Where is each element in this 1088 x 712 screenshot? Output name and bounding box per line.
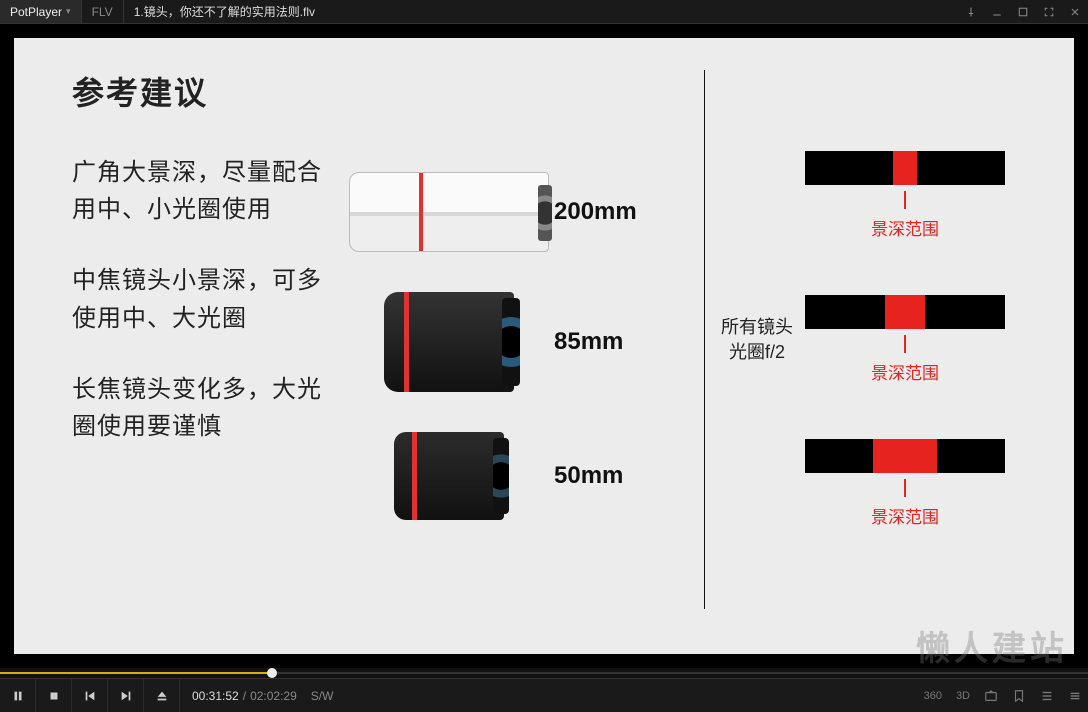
eject-button[interactable] <box>144 679 180 712</box>
lens-row: 200mm <box>344 172 664 252</box>
dof-bar <box>805 295 1005 329</box>
dof-pointer-icon <box>904 191 906 209</box>
dof-label: 景深范围 <box>871 215 939 240</box>
maximize-icon[interactable] <box>1010 0 1036 23</box>
playlist-icon[interactable] <box>1040 689 1054 703</box>
video-area[interactable]: 参考建议 广角大景深，尽量配合用中、小光圈使用 中焦镜头小景深，可多使用中、大光… <box>0 24 1088 668</box>
lens-label: 50mm <box>554 462 623 490</box>
dof-bars: 景深范围 景深范围 景深范围 <box>805 151 1005 528</box>
format-label: FLV <box>92 5 113 19</box>
close-icon[interactable] <box>1062 0 1088 23</box>
stop-button[interactable] <box>36 679 72 712</box>
controls-right: 360 3D <box>924 679 1082 712</box>
dof-bar <box>805 151 1005 185</box>
time-display: 00:31:52 / 02:02:29 S/W <box>180 689 345 703</box>
bookmark-icon[interactable] <box>1012 689 1026 703</box>
dof-pointer-icon <box>904 335 906 353</box>
pin-icon[interactable] <box>958 0 984 23</box>
format-badge: FLV <box>82 0 124 23</box>
dof-bar <box>805 439 1005 473</box>
dof-pointer-icon <box>904 479 906 497</box>
slide-paragraph: 长焦镜头变化多，大光圈使用要谨慎 <box>72 371 344 445</box>
titlebar: PotPlayer ▾ FLV 1.镜头，你还不了解的实用法则.flv <box>0 0 1088 24</box>
next-button[interactable] <box>108 679 144 712</box>
dof-side-text: 所有镜头 光圈f/2 <box>717 314 797 364</box>
dof-item: 景深范围 <box>805 439 1005 528</box>
vr360-button[interactable]: 360 <box>924 690 942 702</box>
pause-button[interactable] <box>0 679 36 712</box>
lens-image-50mm <box>344 432 554 520</box>
lens-label: 200mm <box>554 198 637 226</box>
menu-icon[interactable] <box>1068 689 1082 703</box>
capture-icon[interactable] <box>984 689 998 703</box>
lens-column: 200mm 85mm 50mm <box>344 38 664 654</box>
dof-label: 景深范围 <box>871 359 939 384</box>
minimize-icon[interactable] <box>984 0 1010 23</box>
file-title: 1.镜头，你还不了解的实用法则.flv <box>124 3 958 20</box>
control-bar: 00:31:52 / 02:02:29 S/W 360 3D <box>0 678 1088 712</box>
dof-column: 所有镜头 光圈f/2 景深范围 景深范围 景深范围 <box>704 70 1019 609</box>
duration: 02:02:29 <box>250 689 297 703</box>
chevron-down-icon: ▾ <box>66 6 71 17</box>
dof-side-line: 所有镜头 <box>721 316 793 336</box>
lens-row: 85mm <box>344 292 664 392</box>
dof-item: 景深范围 <box>805 151 1005 240</box>
3d-button[interactable]: 3D <box>956 690 970 702</box>
slide-paragraph: 中焦镜头小景深，可多使用中、大光圈 <box>72 262 344 336</box>
slide-heading: 参考建议 <box>72 68 344 114</box>
fullscreen-icon[interactable] <box>1036 0 1062 23</box>
lens-row: 50mm <box>344 432 664 520</box>
window-controls <box>958 0 1088 23</box>
time-separator: / <box>243 689 246 703</box>
lens-image-85mm <box>344 292 554 392</box>
render-mode: S/W <box>311 689 334 703</box>
app-menu-button[interactable]: PotPlayer ▾ <box>0 0 82 23</box>
dof-side-line: 光圈f/2 <box>729 342 785 362</box>
lens-image-200mm <box>344 172 554 252</box>
current-time: 00:31:52 <box>192 689 239 703</box>
video-frame: 参考建议 广角大景深，尽量配合用中、小光圈使用 中焦镜头小景深，可多使用中、大光… <box>14 38 1074 654</box>
dof-item: 景深范围 <box>805 295 1005 384</box>
controls-left <box>0 679 180 712</box>
dof-label: 景深范围 <box>871 503 939 528</box>
progress-bar[interactable] <box>0 668 1088 678</box>
slide-paragraph: 广角大景深，尽量配合用中、小光圈使用 <box>72 154 344 228</box>
progress-handle[interactable] <box>267 668 277 678</box>
app-name: PotPlayer <box>10 5 62 19</box>
slide-text-column: 参考建议 广角大景深，尽量配合用中、小光圈使用 中焦镜头小景深，可多使用中、大光… <box>14 38 344 654</box>
lens-label: 85mm <box>554 328 623 356</box>
previous-button[interactable] <box>72 679 108 712</box>
